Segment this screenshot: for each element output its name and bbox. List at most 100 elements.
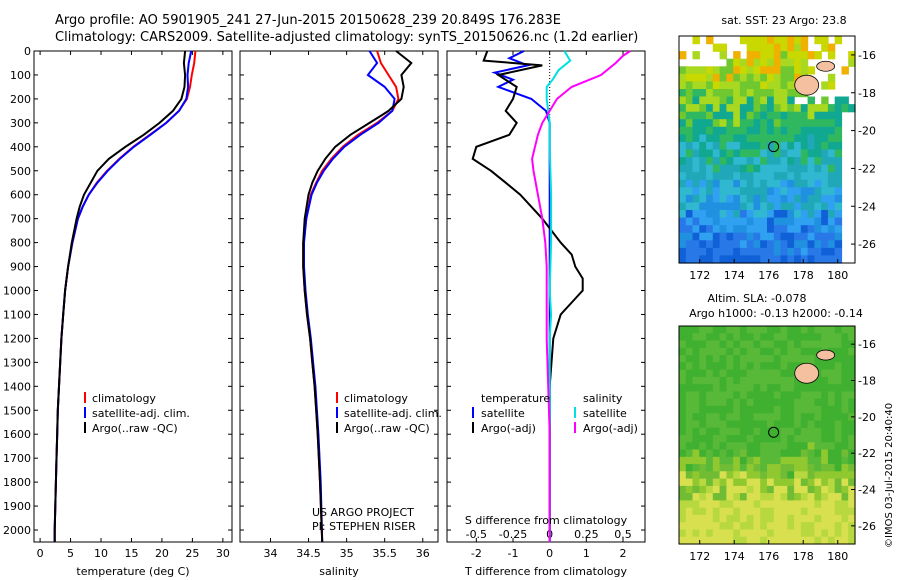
map-cell <box>712 247 721 257</box>
map-cell <box>787 247 795 257</box>
map-cell <box>733 464 741 472</box>
map-cell <box>746 333 755 342</box>
map-cell <box>739 149 748 158</box>
map-cell <box>679 500 687 509</box>
map-cell <box>746 326 755 334</box>
map-cell <box>814 111 822 120</box>
map-cell <box>807 210 815 219</box>
map-cell <box>780 51 788 60</box>
map-cell <box>814 522 822 531</box>
map-cell <box>827 157 836 166</box>
map-cell <box>821 232 829 241</box>
map-cell <box>821 420 829 429</box>
map-cell <box>787 500 795 509</box>
map-cell <box>848 500 856 509</box>
map-cell <box>821 456 829 465</box>
map-cell <box>800 514 809 523</box>
map-cell <box>746 493 755 501</box>
map-cell <box>794 326 802 334</box>
map-cell <box>679 420 687 429</box>
map-cell <box>787 391 795 400</box>
map-cell <box>780 134 788 143</box>
map-cell <box>719 362 727 371</box>
map-cell <box>807 240 815 249</box>
map-cell <box>733 326 741 334</box>
map-cell <box>787 51 795 60</box>
map-cell <box>760 172 768 181</box>
map-cell <box>767 398 775 407</box>
map-cell <box>685 493 694 501</box>
map-cell <box>821 384 829 392</box>
map-cell <box>821 187 829 196</box>
map-cell <box>746 194 755 204</box>
map-cell <box>787 172 795 181</box>
map-cell <box>719 333 727 342</box>
map-cell <box>780 81 788 90</box>
map-cell <box>712 66 721 75</box>
map-cell <box>746 529 755 538</box>
map-cell <box>827 217 836 226</box>
map-cell <box>685 376 694 385</box>
map-cell <box>794 514 802 523</box>
map-cell <box>800 398 809 407</box>
map-cell <box>726 369 734 378</box>
map-cell <box>841 376 849 385</box>
map-cell <box>726 194 734 204</box>
figure-title-line1: Argo profile: AO 5901905_241 27-Jun-2015… <box>55 13 561 28</box>
x-tick-label: 0 <box>546 547 553 560</box>
map-cell <box>679 362 687 371</box>
map-cell <box>746 240 755 249</box>
map-cell <box>760 66 768 75</box>
map-cell <box>834 435 843 443</box>
map-cell <box>706 89 714 98</box>
pi-label: PI: STEPHEN RISER <box>312 520 416 533</box>
map-cell <box>807 172 815 181</box>
map-cell <box>685 413 694 422</box>
island-shape <box>816 60 836 72</box>
map-cell <box>726 413 734 422</box>
map-cell <box>719 194 727 204</box>
map-cell <box>834 326 843 334</box>
map-cell <box>780 43 788 52</box>
map-y-tick-label: -18 <box>858 87 876 100</box>
map-cell <box>692 333 700 342</box>
map-cell <box>692 449 700 458</box>
map-cell <box>746 485 755 494</box>
map-cell <box>726 326 734 334</box>
map-cell <box>773 81 782 90</box>
map-cell <box>800 340 809 349</box>
map-cell <box>685 435 694 443</box>
map-cell <box>746 376 755 385</box>
map-cell <box>773 119 782 128</box>
map-cell <box>685 172 694 181</box>
map-cell <box>719 104 727 113</box>
map-cell <box>794 398 802 407</box>
map-cell <box>827 81 836 90</box>
map-cell <box>780 217 788 226</box>
map-cell <box>814 413 822 422</box>
map-cell <box>706 347 714 356</box>
map-cell <box>719 202 727 211</box>
map-cell <box>719 478 727 487</box>
map-cell <box>794 51 802 60</box>
map-cell <box>712 347 721 356</box>
map-cell <box>760 369 768 378</box>
map-cell <box>760 232 768 241</box>
map-cell <box>739 326 748 334</box>
map-cell <box>692 89 700 98</box>
map-cell <box>712 464 721 472</box>
map-cell <box>753 89 761 98</box>
map-cell <box>733 449 741 458</box>
map-cell <box>767 456 775 465</box>
map-cell <box>834 478 843 487</box>
map-cell <box>685 500 694 509</box>
y-tick-label: 1700 <box>3 452 31 465</box>
map-cell <box>746 362 755 371</box>
map-cell <box>746 73 755 82</box>
map-cell <box>780 478 788 487</box>
map-cell <box>821 96 829 105</box>
map-cell <box>733 529 741 538</box>
map-cell <box>739 507 748 516</box>
map-cell <box>712 119 721 128</box>
map-cell <box>712 81 721 90</box>
